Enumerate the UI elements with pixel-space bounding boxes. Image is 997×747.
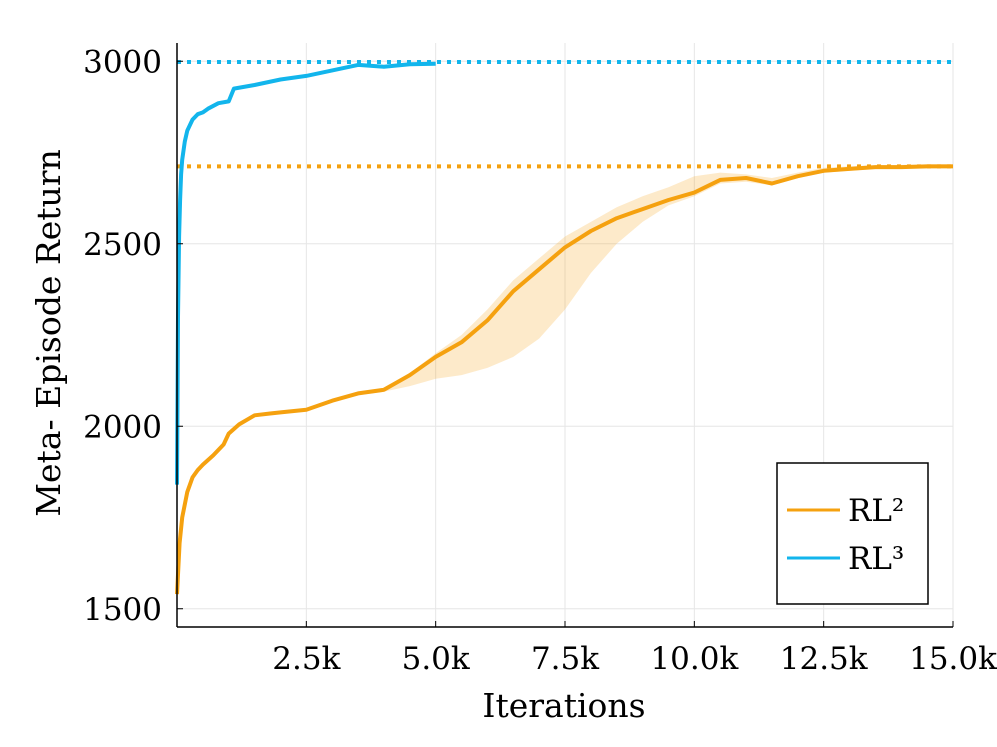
grid-lines	[177, 43, 954, 627]
y-tick-label-0: 1500	[83, 592, 162, 628]
y-tick-label-3: 3000	[83, 44, 162, 80]
x-tick-label-5: 15.0k	[909, 641, 997, 677]
legend-label-rl3: RL³	[848, 541, 904, 577]
x-axis-title: Iterations	[482, 686, 645, 725]
y-tick-label-1: 2000	[83, 409, 162, 445]
x-tick-label-0: 2.5k	[272, 641, 340, 677]
line-series-1	[175, 61, 436, 485]
y-tick-label-2: 2500	[83, 227, 162, 263]
legend-label-rl2: RL²	[848, 493, 904, 529]
y-axis-title: Meta- Episode Return	[29, 149, 68, 517]
series-lines	[175, 61, 953, 595]
x-tick-label-3: 10.0k	[650, 641, 738, 677]
legend-box	[776, 462, 929, 605]
axes	[176, 43, 954, 628]
tick-labels: 2.5k 5.0k 7.5k 10.0k 12.5k 15.0k 1500 2000 2500 3…	[83, 44, 997, 677]
confidence-band	[177, 164, 953, 595]
x-tick-label-2: 7.5k	[531, 641, 599, 677]
band-series-0	[177, 164, 953, 595]
legend: RL² RL³	[776, 462, 929, 605]
x-tick-label-4: 12.5k	[780, 641, 868, 677]
x-tick-label-1: 5.0k	[402, 641, 470, 677]
line-series-0	[175, 164, 953, 595]
